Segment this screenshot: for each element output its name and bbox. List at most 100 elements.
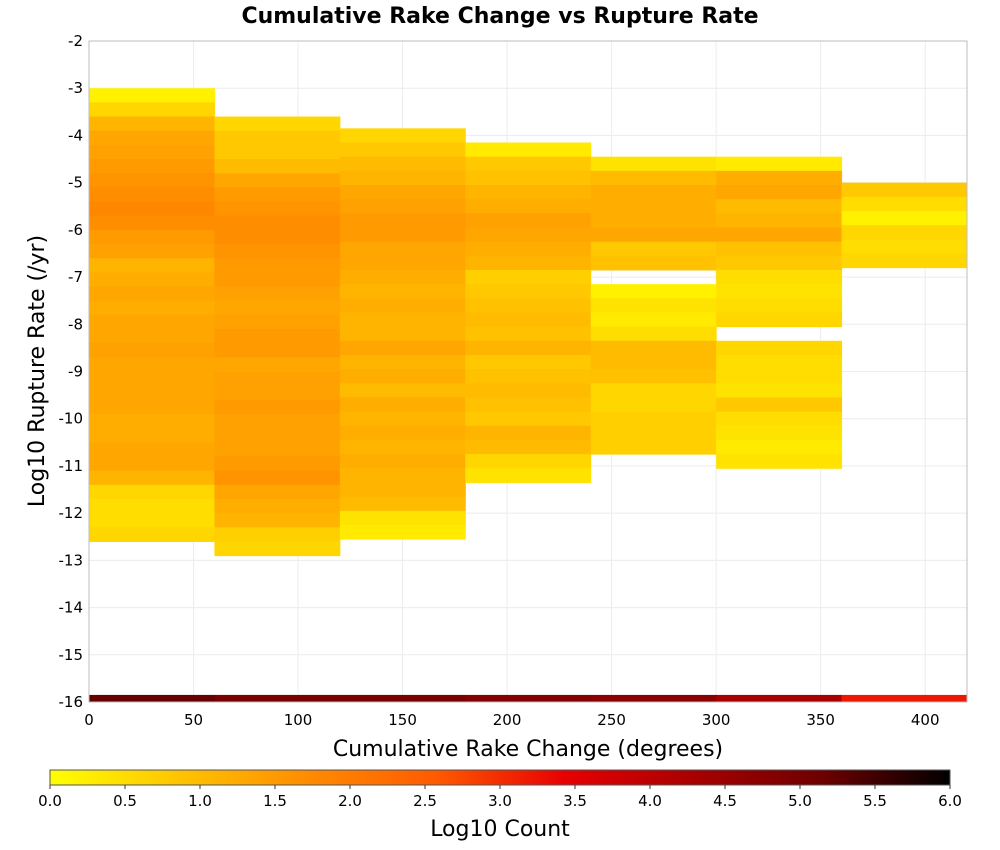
y-tick-label: -7 (68, 268, 83, 286)
heatmap-cell (214, 541, 341, 557)
heatmap-cell (214, 272, 341, 288)
heatmap-cell (89, 428, 215, 443)
heatmap-cell (214, 300, 341, 316)
heatmap-cell (89, 371, 215, 387)
heatmap-cell (841, 210, 968, 226)
colorbar (49, 769, 951, 786)
heatmap-cell (89, 116, 215, 132)
heatmap-cell (590, 326, 717, 342)
colorbar-tick-label: 2.0 (338, 792, 362, 810)
heatmap-cell (214, 187, 341, 203)
heatmap-cell (465, 213, 592, 228)
heatmap-cell (89, 513, 215, 528)
heatmap-cell (339, 340, 466, 356)
heatmap-cell (89, 343, 215, 358)
heatmap-cell (590, 185, 717, 200)
heatmap-cell (590, 397, 717, 413)
heatmap-cell (716, 383, 843, 398)
heatmap-cell (214, 498, 341, 514)
heatmap-cell (89, 498, 215, 514)
heatmap-cell (716, 312, 843, 328)
colorbar-tick-label: 6.0 (938, 792, 962, 810)
heatmap-cell (339, 439, 466, 455)
heatmap-cell (214, 258, 341, 273)
heatmap-cell (339, 298, 466, 313)
heatmap-cell (465, 425, 592, 441)
heatmap-cell (716, 241, 843, 257)
y-axis-ticks: -2 -3 -4 -5 -6 -7 -8 -9 -10 -11 -12 -13 -14 -15 -16 (59, 32, 84, 711)
x-axis-ticks: 0 50 100 150 200 250 300 350 400 (84, 711, 939, 729)
heatmap-cell (214, 144, 341, 160)
x-tick-label: 100 (284, 711, 313, 729)
heatmap-cell (716, 156, 843, 172)
heatmap-cell (465, 468, 592, 483)
y-tick-label: -13 (59, 551, 84, 569)
x-tick-label: 400 (911, 711, 940, 729)
heatmap-cell (214, 357, 341, 372)
heatmap-cell (214, 694, 341, 703)
colorbar-tick-label: 2.5 (413, 792, 437, 810)
heatmap-cell (89, 470, 215, 486)
heatmap-cell (214, 215, 341, 231)
heatmap-cell (339, 156, 466, 172)
heatmap-cell (89, 527, 215, 542)
heatmap-cell (89, 258, 215, 273)
heatmap-cell (214, 513, 341, 528)
heatmap-cell (214, 371, 341, 387)
y-tick-label: -3 (68, 79, 83, 97)
heatmap-cell (214, 470, 341, 486)
heatmap-cell (339, 454, 466, 469)
heatmap-cell (590, 312, 717, 328)
heatmap-cell (590, 241, 717, 257)
heatmap-cell (716, 369, 843, 384)
x-tick-label: 300 (702, 711, 731, 729)
heatmap-cell (214, 484, 341, 500)
heatmap-cell (339, 397, 466, 413)
heatmap-cell (214, 229, 341, 245)
colorbar-tick-label: 3.0 (488, 792, 512, 810)
heatmap-cell (465, 369, 592, 384)
heatmap-cell (465, 255, 592, 271)
y-tick-label: -4 (68, 126, 83, 144)
heatmap-cell (214, 456, 341, 472)
heatmap-cell (89, 215, 215, 231)
heatmap-cell (339, 213, 466, 228)
heatmap-cell (841, 253, 968, 269)
heatmap-cell (590, 439, 717, 455)
heatmap-cell (339, 468, 466, 483)
heatmap-cell (89, 413, 215, 429)
heatmap-cell (841, 239, 968, 254)
y-tick-label: -12 (59, 504, 84, 522)
y-tick-label: -8 (68, 315, 83, 333)
x-tick-label: 200 (493, 711, 522, 729)
heatmap-cell (214, 159, 341, 174)
x-tick-label: 350 (806, 711, 835, 729)
heatmap-cell (841, 694, 968, 703)
heatmap-cell (214, 442, 341, 457)
colorbar-tick-label: 0.5 (113, 792, 137, 810)
heatmap-cell (214, 116, 341, 132)
chart-title: Cumulative Rake Change vs Rupture Rate (241, 4, 758, 29)
heatmap-cell (465, 269, 592, 285)
heatmap-cell (339, 510, 466, 526)
heatmap-cell (214, 399, 341, 415)
heatmap-cell (716, 227, 843, 243)
x-tick-label: 50 (184, 711, 203, 729)
heatmap-cell (465, 326, 592, 342)
heatmap-cell (89, 399, 215, 415)
heatmap-cell (89, 144, 215, 160)
colorbar-label: Log10 Count (430, 817, 570, 842)
heatmap-cell (465, 411, 592, 427)
y-tick-label: -14 (59, 599, 84, 617)
colorbar-tick-label: 4.0 (638, 792, 662, 810)
heatmap-cell (339, 255, 466, 271)
heatmap-cell (590, 425, 717, 441)
heatmap-cell (716, 170, 843, 186)
y-tick-label: -9 (68, 363, 83, 381)
heatmap-cell (339, 185, 466, 200)
heatmap-cell (339, 425, 466, 441)
heatmap-cell (716, 340, 843, 356)
heatmap-cell (590, 298, 717, 313)
heatmap-cell (89, 159, 215, 174)
heatmap-cell (465, 185, 592, 200)
